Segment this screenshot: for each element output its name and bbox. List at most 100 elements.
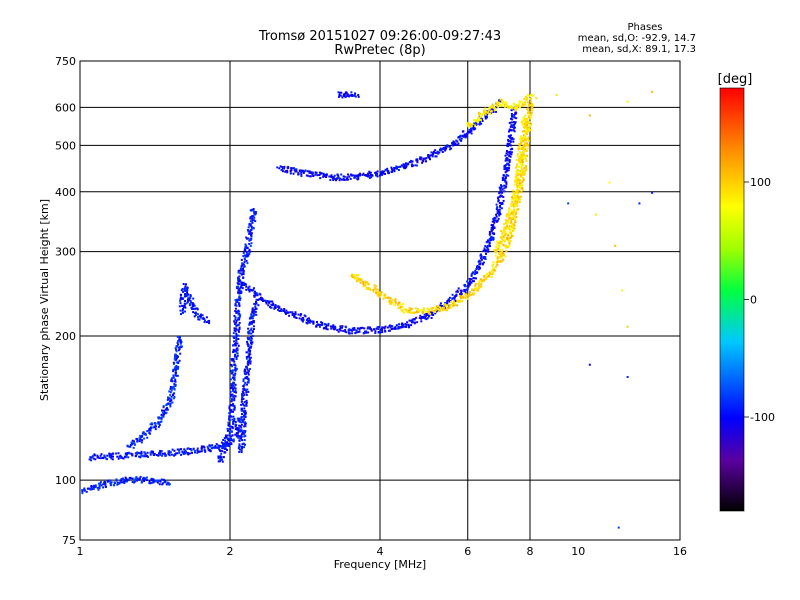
data-point bbox=[503, 239, 506, 242]
data-point bbox=[236, 282, 239, 285]
data-point bbox=[530, 111, 533, 114]
data-point bbox=[503, 240, 506, 243]
data-point bbox=[473, 119, 475, 122]
data-point bbox=[516, 181, 518, 184]
data-point bbox=[293, 313, 296, 316]
data-point bbox=[531, 94, 534, 97]
data-point bbox=[241, 407, 244, 410]
data-point bbox=[521, 187, 524, 190]
data-point bbox=[374, 330, 377, 333]
data-point bbox=[506, 159, 509, 162]
data-point bbox=[412, 164, 415, 167]
data-point bbox=[138, 477, 141, 480]
data-point bbox=[496, 257, 499, 260]
data-point bbox=[520, 156, 523, 159]
data-point bbox=[499, 260, 502, 263]
data-point bbox=[167, 402, 170, 405]
data-point bbox=[419, 314, 422, 317]
data-point bbox=[338, 94, 341, 96]
data-point bbox=[246, 351, 249, 354]
data-point bbox=[206, 321, 208, 324]
data-point bbox=[517, 195, 520, 198]
data-point bbox=[515, 117, 518, 120]
data-point bbox=[90, 459, 93, 462]
data-point bbox=[446, 309, 449, 312]
data-point bbox=[235, 319, 238, 322]
data-point bbox=[522, 116, 525, 119]
data-point bbox=[393, 167, 396, 169]
data-point bbox=[350, 329, 352, 332]
data-point bbox=[512, 209, 514, 212]
data-point bbox=[469, 123, 472, 126]
data-point bbox=[524, 169, 527, 172]
data-point bbox=[245, 393, 248, 396]
data-point bbox=[157, 479, 160, 482]
data-point bbox=[471, 123, 474, 125]
data-point bbox=[283, 167, 286, 170]
data-point bbox=[343, 179, 346, 181]
data-point bbox=[509, 155, 512, 158]
data-point bbox=[465, 288, 468, 291]
data-point bbox=[243, 368, 246, 371]
data-point bbox=[474, 284, 477, 287]
data-point bbox=[517, 103, 520, 106]
data-point bbox=[329, 179, 332, 181]
data-point bbox=[512, 129, 515, 132]
data-point bbox=[406, 321, 409, 324]
data-point bbox=[235, 304, 238, 307]
data-point bbox=[238, 450, 241, 453]
data-point bbox=[469, 280, 471, 283]
data-point bbox=[518, 106, 521, 109]
data-point bbox=[511, 216, 514, 219]
data-point bbox=[400, 164, 403, 167]
data-point bbox=[333, 177, 336, 180]
data-point bbox=[506, 153, 509, 156]
data-point bbox=[497, 260, 500, 263]
data-point bbox=[259, 293, 262, 296]
data-point bbox=[240, 283, 243, 286]
data-point bbox=[517, 172, 520, 175]
data-point bbox=[199, 316, 202, 319]
data-point bbox=[131, 477, 134, 480]
data-point bbox=[435, 305, 438, 308]
data-point bbox=[192, 303, 195, 306]
data-point bbox=[312, 174, 315, 177]
data-point bbox=[239, 272, 242, 275]
data-point bbox=[253, 295, 256, 298]
data-point bbox=[241, 272, 244, 275]
data-point bbox=[231, 387, 234, 390]
data-point bbox=[470, 273, 473, 276]
data-point bbox=[278, 310, 281, 312]
data-point bbox=[230, 384, 233, 387]
data-point bbox=[294, 316, 297, 319]
data-point bbox=[523, 170, 525, 173]
data-point bbox=[456, 304, 459, 307]
data-point bbox=[399, 303, 402, 306]
data-point bbox=[163, 409, 165, 412]
data-point bbox=[227, 424, 230, 427]
data-point bbox=[208, 444, 211, 447]
data-point bbox=[525, 143, 527, 146]
data-point bbox=[237, 288, 240, 291]
data-point bbox=[332, 327, 335, 330]
data-point bbox=[511, 227, 514, 230]
data-point bbox=[243, 414, 245, 417]
data-point bbox=[527, 107, 529, 110]
data-point bbox=[507, 245, 510, 248]
data-point bbox=[248, 337, 251, 339]
data-point bbox=[303, 170, 306, 173]
data-point bbox=[184, 452, 187, 455]
data-point bbox=[521, 160, 524, 163]
data-point bbox=[434, 312, 437, 315]
data-point bbox=[230, 363, 233, 366]
data-point bbox=[383, 327, 386, 330]
data-point bbox=[472, 293, 475, 296]
data-point bbox=[505, 104, 508, 107]
data-point bbox=[234, 330, 237, 333]
data-point bbox=[94, 458, 97, 461]
data-point bbox=[506, 157, 508, 160]
data-point bbox=[173, 388, 176, 391]
data-point bbox=[509, 216, 512, 219]
data-point bbox=[243, 439, 246, 441]
data-point bbox=[177, 346, 180, 349]
